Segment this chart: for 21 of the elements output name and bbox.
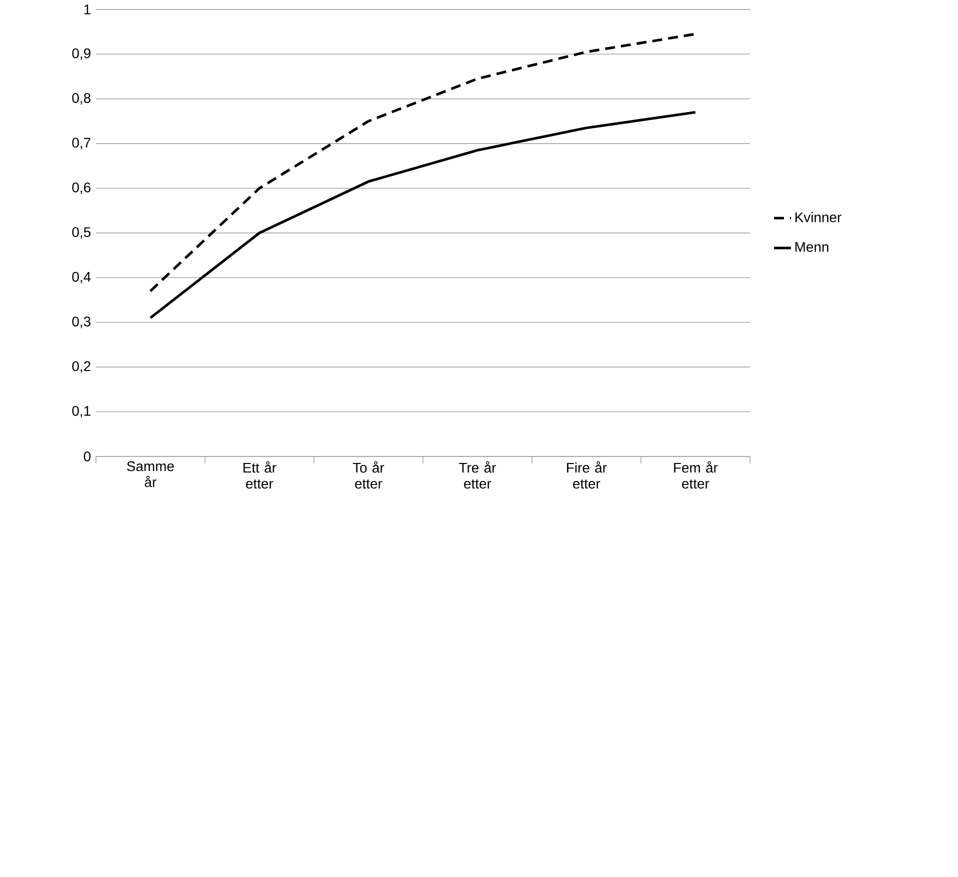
y-tick-label: 0,8: [72, 93, 90, 105]
x-tick-label: Fem år etter: [674, 461, 718, 489]
y-tick-label: 0,9: [72, 48, 90, 60]
line-series: [149, 32, 697, 293]
y-tick-label: 0,2: [72, 361, 90, 373]
y-tick-label: 0: [84, 452, 91, 462]
y-tick-label: 1: [84, 4, 90, 14]
x-tick-label: Samme år: [127, 461, 174, 488]
x-tick-label: Tre år etter: [459, 461, 496, 489]
x-tick-label: Fire år etter: [567, 461, 607, 489]
legend-label: Kvinner: [795, 212, 842, 222]
line-series: [149, 111, 697, 320]
x-tick-label: To år etter: [352, 461, 384, 489]
y-tick-label: 0,6: [72, 182, 90, 194]
x-tick-label: Ett år etter: [244, 461, 276, 489]
y-tick-label: 0,4: [72, 272, 91, 284]
y-tick-label: 0,7: [72, 138, 90, 150]
y-tick-label: 0,3: [72, 316, 90, 328]
y-tick-label: 0,5: [72, 227, 90, 239]
legend-label: Menn: [795, 242, 828, 252]
y-tick-label: 0,1: [72, 406, 90, 418]
